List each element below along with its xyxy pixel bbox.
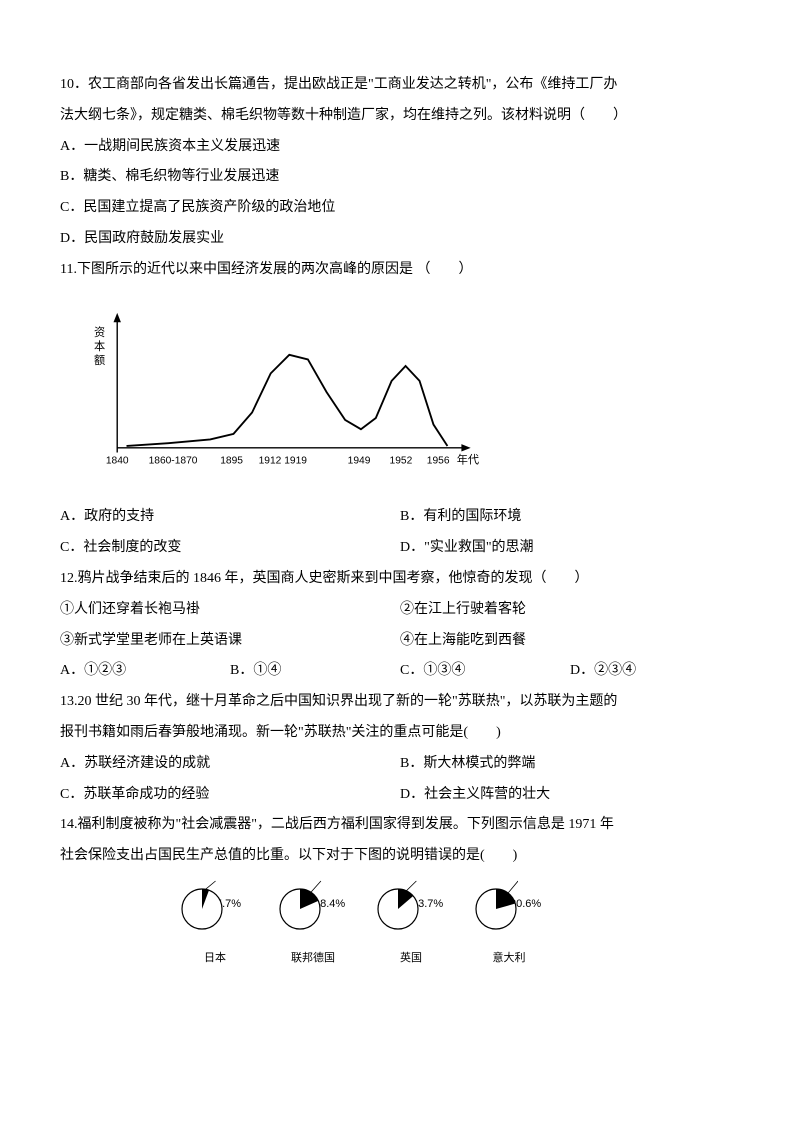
pie-item-3: 20.6%意大利 bbox=[474, 892, 544, 970]
q10-option-b: B．糖类、棉毛织物等行业发展迅速 bbox=[60, 162, 740, 193]
xtick-1: 1860-1870 bbox=[149, 455, 198, 466]
q12-option-a: A．①②③ bbox=[60, 656, 230, 687]
q10-option-c: C．民国建立提高了民族资产阶级的政治地位 bbox=[60, 193, 740, 224]
xtick-5: 1952 bbox=[390, 455, 413, 466]
q12-stem: 12.鸦片战争结束后的 1846 年，英国商人史密斯来到中国考察，他惊奇的发现（… bbox=[60, 564, 740, 595]
q12-option-c: C．①③④ bbox=[400, 656, 570, 687]
q12-item-3: ③新式学堂里老师在上英语课 bbox=[60, 626, 400, 657]
pie-name-0: 日本 bbox=[204, 946, 226, 970]
pie-name-3: 意大利 bbox=[493, 946, 526, 970]
xtick-3: 1912 1919 bbox=[259, 455, 308, 466]
q13-option-a: A．苏联经济建设的成就 bbox=[60, 749, 400, 780]
q10-stem-line2: 法大纲七条》，规定糖类、棉毛织物等数十种制造厂家，均在维持之列。该材料说明（ ） bbox=[60, 101, 740, 132]
y-axis-label-1: 资 bbox=[94, 326, 105, 339]
q12-item-1: ①人们还穿着长袍马褂 bbox=[60, 595, 400, 626]
q14-stem-line2: 社会保险支出占国民生产总值的比重。以下对于下图的说明错误的是( ) bbox=[60, 841, 740, 872]
q12-option-b: B．①④ bbox=[230, 656, 400, 687]
q13-stem-line1: 13.20 世纪 30 年代，继十月革命之后中国知识界出现了新的一轮"苏联热"，… bbox=[60, 687, 740, 718]
pie-name-2: 英国 bbox=[400, 946, 422, 970]
q11-option-d: D．"实业救国"的思潮 bbox=[400, 533, 740, 564]
q10-option-a: A．一战期间民族资本主义发展迅速 bbox=[60, 132, 740, 163]
xtick-0: 1840 bbox=[106, 455, 129, 466]
q13-option-d: D．社会主义阵营的壮大 bbox=[400, 780, 740, 811]
pie-item-2: 13.7%英国 bbox=[376, 892, 446, 970]
q12-option-d: D．②③④ bbox=[570, 656, 740, 687]
q14-pie-charts: 5.7%日本 18.4%联邦德国 13.7%英国 20.6%意大利 bbox=[180, 892, 740, 970]
xtick-6: 1956 bbox=[427, 455, 450, 466]
xtick-2: 1895 bbox=[220, 455, 243, 466]
pie-item-1: 18.4%联邦德国 bbox=[278, 892, 348, 970]
q11-option-c: C．社会制度的改变 bbox=[60, 533, 400, 564]
q12-item-2: ②在江上行驶着客轮 bbox=[400, 595, 740, 626]
q11-stem: 11.下图所示的近代以来中国经济发展的两次高峰的原因是 （ ） bbox=[60, 255, 740, 286]
xtick-4: 1949 bbox=[348, 455, 371, 466]
q13-stem-line2: 报刊书籍如雨后春笋般地涌现。新一轮"苏联热"关注的重点可能是( ) bbox=[60, 718, 740, 749]
q14-stem-line1: 14.福利制度被称为"社会减震器"，二战后西方福利国家得到发展。下列图示信息是 … bbox=[60, 810, 740, 841]
y-axis-label-3: 额 bbox=[94, 354, 105, 367]
x-axis-label: 年代 bbox=[457, 452, 479, 466]
pie-name-1: 联邦德国 bbox=[291, 946, 335, 970]
q10-stem-line1: 10．农工商部向各省发出长篇通告，提出欧战正是"工商业发达之转机"，公布《维持工… bbox=[60, 70, 740, 101]
pie-item-0: 5.7%日本 bbox=[180, 892, 250, 970]
y-axis-label-2: 本 bbox=[94, 339, 105, 353]
q13-option-c: C．苏联革命成功的经验 bbox=[60, 780, 400, 811]
q11-option-b: B．有利的国际环境 bbox=[400, 502, 740, 533]
q11-option-a: A．政府的支持 bbox=[60, 502, 400, 533]
q10-option-d: D．民国政府鼓励发展实业 bbox=[60, 224, 740, 255]
q12-item-4: ④在上海能吃到西餐 bbox=[400, 626, 740, 657]
q11-line-chart: 资 本 额 年代 1840 1860-1870 1895 1912 1919 1… bbox=[80, 302, 740, 495]
q13-option-b: B．斯大林模式的弊端 bbox=[400, 749, 740, 780]
